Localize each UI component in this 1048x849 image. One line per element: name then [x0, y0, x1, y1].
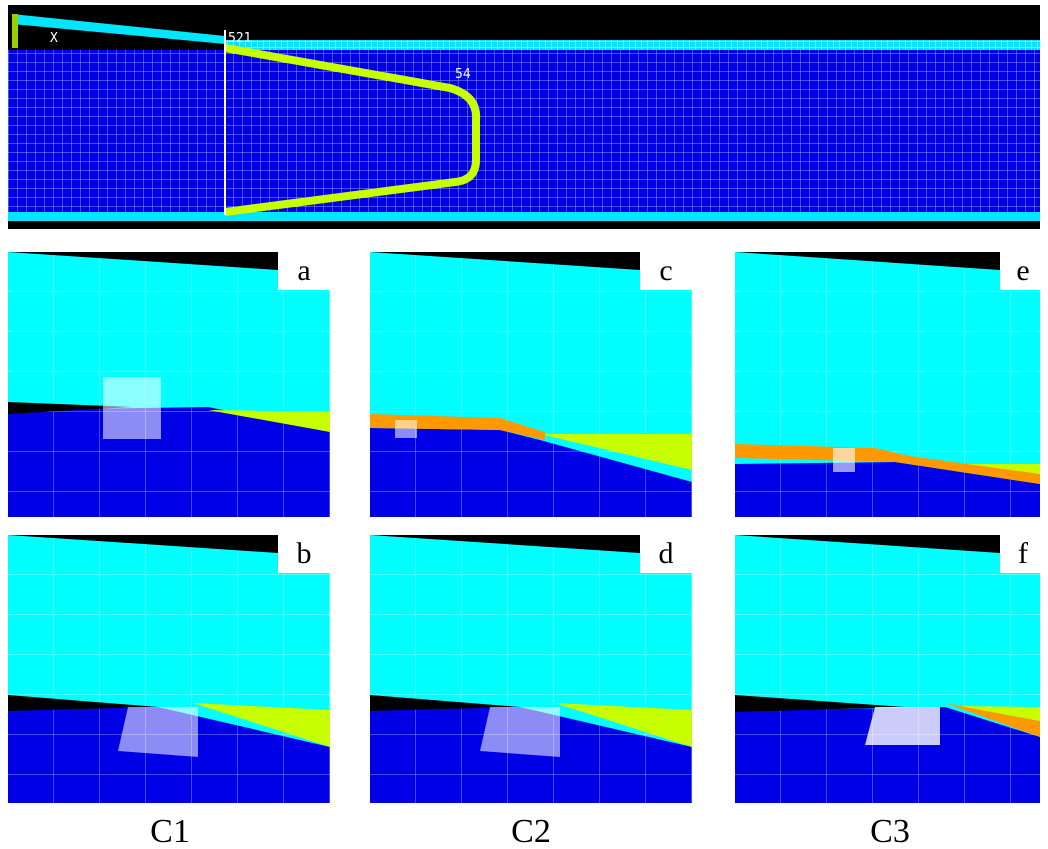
panel: d: [370, 535, 692, 803]
panel-label: a: [297, 254, 310, 287]
column-label: C2: [511, 813, 551, 849]
figure: X 521 54 a c e: [0, 0, 1048, 849]
panel-label: f: [1018, 537, 1028, 570]
node-label: 521: [228, 31, 251, 46]
top-panel: X 521 54: [8, 5, 1040, 229]
column-label: C3: [870, 813, 910, 849]
panel: b: [8, 535, 330, 803]
panel-label: e: [1016, 254, 1029, 287]
column-label: C1: [150, 813, 190, 849]
axis-label: X: [50, 31, 58, 46]
node-label: 54: [455, 67, 471, 82]
panel-label: b: [297, 537, 312, 570]
panel: a: [8, 252, 330, 517]
panel-label: c: [659, 254, 672, 287]
panel: f: [735, 535, 1040, 803]
panel: c: [370, 252, 692, 517]
panel-label: d: [659, 537, 674, 570]
panel: e: [735, 252, 1040, 517]
